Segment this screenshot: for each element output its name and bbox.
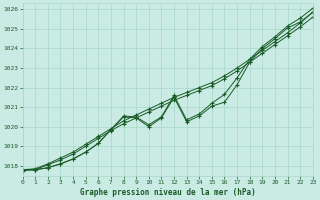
X-axis label: Graphe pression niveau de la mer (hPa): Graphe pression niveau de la mer (hPa) [80,188,256,197]
